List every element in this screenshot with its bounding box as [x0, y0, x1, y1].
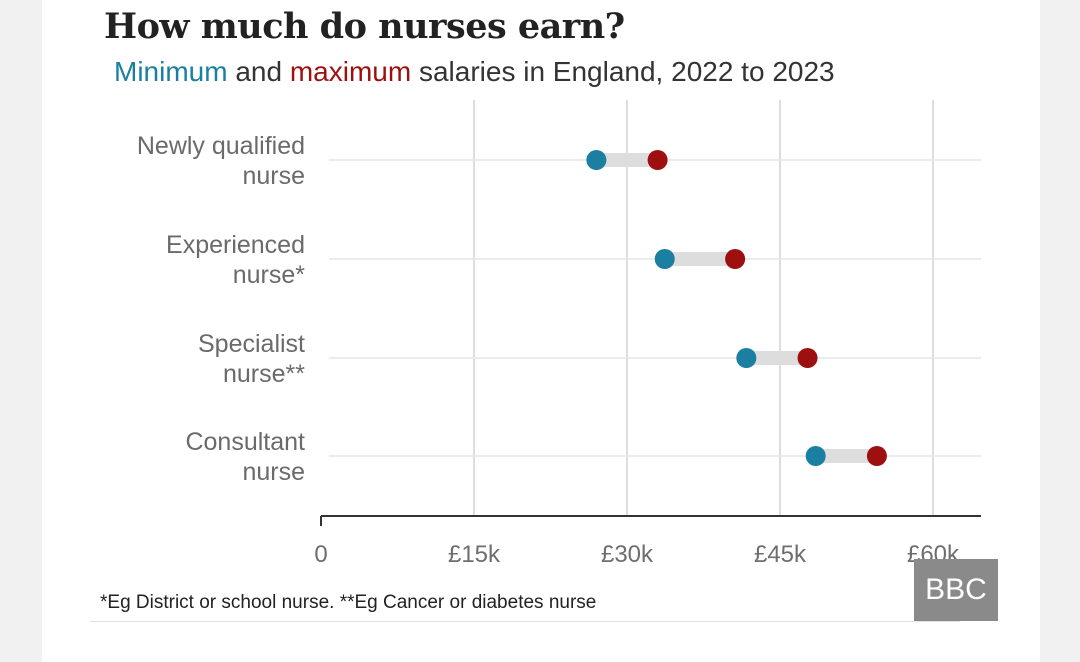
maximum-dot-1 — [725, 249, 746, 269]
subtitle-minimum-word: Minimum — [114, 56, 228, 87]
category-label-1-1: nurse* — [233, 261, 306, 289]
subtitle-and-word: and — [227, 56, 290, 87]
maximum-dot-2 — [797, 348, 818, 368]
chart-subtitle: Minimum and maximum salaries in England,… — [114, 56, 835, 88]
category-label-2-0: Specialist — [198, 330, 305, 358]
minimum-dot-3 — [805, 446, 826, 466]
maximum-dot-3 — [866, 446, 887, 466]
footer-divider — [90, 621, 960, 622]
category-label-0-0: Newly qualified — [137, 132, 305, 160]
minimum-dot-0 — [586, 150, 607, 170]
subtitle-rest: salaries in England, 2022 to 2023 — [411, 56, 835, 87]
minimum-dot-2 — [736, 348, 757, 368]
bbc-logo: BBC — [914, 559, 998, 621]
chart-card: How much do nurses earn? Minimum and max… — [42, 0, 1040, 662]
category-label-1-0: Experienced — [166, 231, 305, 259]
subtitle-maximum-word: maximum — [289, 56, 412, 87]
category-label-0-1: nurse — [242, 162, 305, 190]
category-label-3-0: Consultant — [185, 428, 305, 456]
category-label-2-1: nurse** — [223, 360, 305, 388]
x-tick-label-0: 0 — [314, 541, 327, 568]
chart-title: How much do nurses earn? — [104, 6, 625, 47]
x-tick-label-2: £30k — [601, 541, 654, 568]
footnote: *Eg District or school nurse. **Eg Cance… — [100, 592, 597, 613]
minimum-dot-1 — [654, 249, 675, 269]
category-label-3-1: nurse — [242, 458, 305, 486]
x-tick-label-3: £45k — [754, 541, 807, 568]
maximum-dot-0 — [647, 150, 668, 170]
x-tick-label-1: £15k — [448, 541, 501, 568]
